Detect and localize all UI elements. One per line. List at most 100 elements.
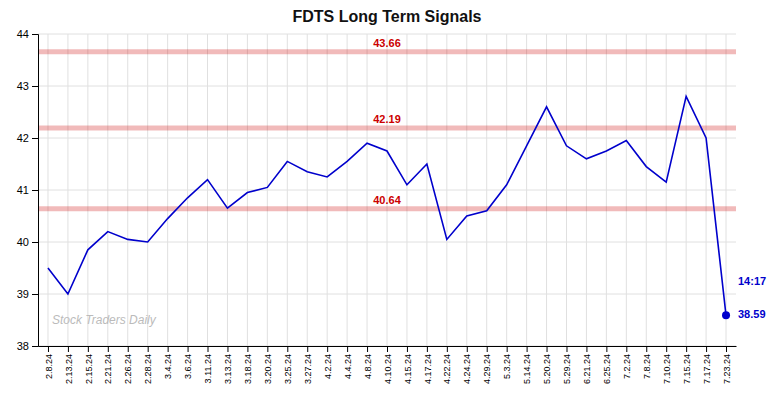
x-tick-label: 3.4.24 <box>163 354 173 379</box>
grid-line-x <box>187 34 188 346</box>
x-tick-mark <box>367 346 368 352</box>
x-tick-mark <box>347 346 348 352</box>
grid-line-x <box>367 34 368 346</box>
grid-line-x <box>87 34 88 346</box>
x-tick-mark <box>447 346 448 352</box>
y-tick: 41 <box>17 184 38 196</box>
grid-line-x <box>526 34 527 346</box>
x-tick-mark <box>706 346 707 352</box>
x-tick: 4.4.24 <box>343 346 353 379</box>
x-tick: 6.25.24 <box>602 346 612 384</box>
annotation-time: 14:17 <box>738 275 766 287</box>
x-tick-mark <box>227 346 228 352</box>
grid-line-x <box>726 34 727 346</box>
grid-line-x <box>387 34 388 346</box>
level-band <box>38 206 736 211</box>
x-tick: 5.20.24 <box>542 346 552 384</box>
watermark: Stock Traders Daily <box>52 313 157 327</box>
x-tick-mark <box>387 346 388 352</box>
grid-line-x <box>666 34 667 346</box>
x-tick-label: 3.6.24 <box>183 354 193 379</box>
grid-line-x <box>686 34 687 346</box>
x-tick-mark <box>507 346 508 352</box>
x-tick-mark <box>646 346 647 352</box>
grid-line-x <box>347 34 348 346</box>
x-tick-label: 4.8.24 <box>363 354 373 379</box>
y-tick-mark <box>32 294 38 295</box>
x-tick-label: 3.11.24 <box>203 354 213 383</box>
grid-line-x <box>207 34 208 346</box>
grid-line-x <box>446 34 447 346</box>
x-tick: 3.4.24 <box>163 346 173 379</box>
x-tick-label: 4.24.24 <box>462 354 472 384</box>
y-tick-mark <box>32 34 38 35</box>
x-tick-label: 5.3.24 <box>502 354 512 379</box>
x-tick: 5.14.24 <box>522 346 532 384</box>
y-tick-label: 42 <box>17 132 29 144</box>
level-label: 40.64 <box>373 194 401 206</box>
y-tick: 43 <box>17 80 38 92</box>
y-axis: 38394041424344 <box>17 28 39 352</box>
x-tick-label: 4.22.24 <box>442 354 452 384</box>
grid-line-x <box>167 34 168 346</box>
y-tick-mark <box>32 86 38 87</box>
x-tick-mark <box>606 346 607 352</box>
x-tick-label: 7.15.24 <box>682 354 692 384</box>
x-tick-label: 6.21.24 <box>582 354 592 384</box>
y-tick: 39 <box>17 288 38 300</box>
data <box>38 52 736 320</box>
x-tick-mark <box>566 346 567 352</box>
x-tick-mark <box>527 346 528 352</box>
y-tick: 38 <box>17 340 38 352</box>
y-tick-mark <box>32 242 38 243</box>
x-tick: 5.3.24 <box>502 346 512 379</box>
x-tick: 3.18.24 <box>243 346 253 384</box>
level-band <box>38 49 736 54</box>
x-tick-mark <box>487 346 488 352</box>
x-tick: 3.25.24 <box>283 346 293 384</box>
grid-line-x <box>47 34 48 346</box>
x-tick-label: 3.18.24 <box>243 354 253 384</box>
y-axis-line <box>32 35 39 347</box>
x-tick: 6.21.24 <box>582 346 592 384</box>
grid-line-x <box>646 34 647 346</box>
x-tick-mark <box>726 346 727 352</box>
y-tick: 42 <box>17 132 38 144</box>
x-tick-label: 4.29.24 <box>482 354 492 384</box>
y-tick-label: 43 <box>17 80 29 92</box>
grid-line-x <box>486 34 487 346</box>
x-tick-mark <box>307 346 308 352</box>
x-tick-mark <box>467 346 468 352</box>
x-tick-label: 4.2.24 <box>323 354 333 379</box>
x-tick: 3.11.24 <box>203 346 213 383</box>
grid-line-x <box>546 34 547 346</box>
grid-line-x <box>606 34 607 346</box>
y-tick: 44 <box>17 28 38 40</box>
x-tick: 3.27.24 <box>303 346 313 384</box>
x-tick-label: 3.27.24 <box>303 354 313 384</box>
x-tick-label: 7.2.24 <box>622 354 632 379</box>
x-tick-label: 4.10.24 <box>383 354 393 384</box>
x-tick: 2.21.24 <box>103 346 113 384</box>
grid-line-x <box>287 34 288 346</box>
x-tick: 4.17.24 <box>423 346 433 384</box>
x-tick-label: 3.25.24 <box>283 354 293 384</box>
grid-line-x <box>566 34 567 346</box>
x-tick-mark <box>407 346 408 352</box>
grid-line-x <box>67 34 68 346</box>
x-tick-mark <box>208 346 209 352</box>
x-tick-mark <box>247 346 248 352</box>
y-tick-mark <box>32 190 38 191</box>
x-tick-mark <box>168 346 169 352</box>
x-tick-mark <box>547 346 548 352</box>
x-tick-label: 2.8.24 <box>44 354 54 379</box>
x-tick-label: 7.10.24 <box>662 354 672 384</box>
level-label: 43.66 <box>373 37 401 49</box>
x-tick-mark <box>188 346 189 352</box>
x-tick: 2.26.24 <box>123 346 133 384</box>
level-band <box>38 126 736 131</box>
x-tick: 2.13.24 <box>64 346 74 384</box>
x-tick-mark <box>68 346 69 352</box>
grid-line-x <box>327 34 328 346</box>
x-tick: 4.22.24 <box>442 346 452 384</box>
